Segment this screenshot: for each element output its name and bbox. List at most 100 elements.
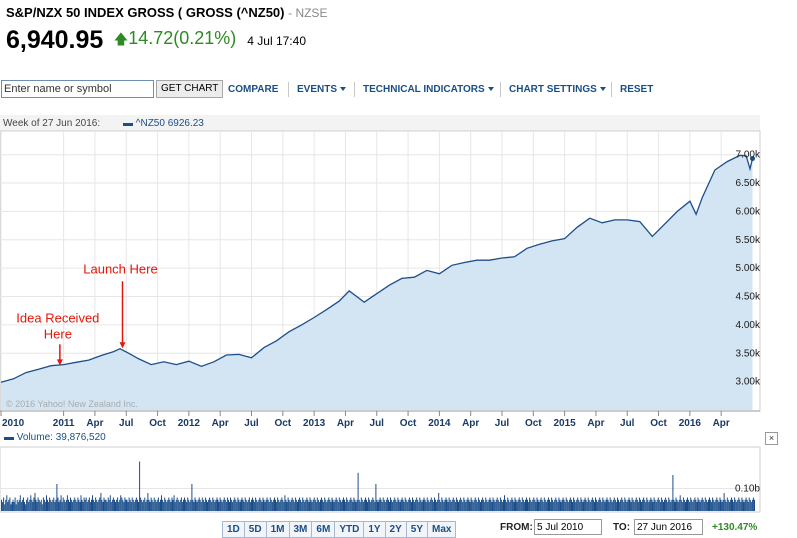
x-tick-label: Jul <box>119 418 134 429</box>
page-title: S&P/NZX 50 INDEX GROSS ( GROSS (^NZ50) -… <box>6 5 327 20</box>
x-axis: 2010 2011 Apr Jul Oct 2012 Apr Jul Oct 2013 Apr Jul… <box>0 411 730 429</box>
events-label: EVENTS <box>297 84 338 95</box>
range-button-1d[interactable]: 1D <box>222 521 245 538</box>
annotation-text: Idea Received <box>16 310 99 325</box>
x-tick-label: 2016 <box>679 418 702 429</box>
x-tick-label: Apr <box>86 418 103 429</box>
chevron-down-icon <box>487 87 494 92</box>
index-name: S&P/NZX 50 INDEX GROSS ( GROSS (^NZ50) <box>6 5 285 20</box>
x-tick-label: 2010 <box>2 418 25 429</box>
range-button-3m[interactable]: 3M <box>288 521 313 538</box>
x-tick-label: 2014 <box>428 418 451 429</box>
compare-link[interactable]: COMPARE <box>228 84 279 95</box>
x-tick-label: Jul <box>244 418 259 429</box>
week-label: Week of 27 Jun 2016: <box>3 118 101 129</box>
price-area <box>0 154 755 410</box>
chart-settings-menu[interactable]: CHART SETTINGS <box>509 84 606 95</box>
settings-label: CHART SETTINGS <box>509 84 597 95</box>
week-info: Week of 27 Jun 2016: ▬ ^NZ50 6926.23 <box>0 116 760 130</box>
x-tick-label: Apr <box>212 418 229 429</box>
copyright-text: © 2016 Yahoo! New Zealand Inc. <box>6 399 138 409</box>
chart-toolbar: GET CHART COMPARE EVENTS TECHNICAL INDIC… <box>0 78 797 102</box>
series-line <box>0 154 754 383</box>
change-percent: (0.21%) <box>173 28 237 48</box>
last-point-marker <box>749 156 755 162</box>
to-label: TO: <box>613 522 631 533</box>
annotation-arrowhead <box>56 359 63 366</box>
range-button-2y[interactable]: 2Y <box>384 521 407 538</box>
range-button-5y[interactable]: 5Y <box>405 521 429 538</box>
exchange-label: - NZSE <box>288 6 328 20</box>
range-button-1y[interactable]: 1Y <box>363 521 386 538</box>
x-tick-label: Jul <box>620 418 635 429</box>
series-value: ▬ ^NZ50 6926.23 <box>123 118 204 129</box>
range-button-max[interactable]: Max <box>427 521 457 538</box>
range-button-6m[interactable]: 6M <box>311 521 336 538</box>
x-tick-label: 2011 <box>53 418 75 429</box>
x-tick-label: 2012 <box>178 418 201 429</box>
chevron-down-icon <box>599 87 606 92</box>
from-label: FROM: <box>500 522 533 533</box>
quote-summary: 6,940.95 🡅14.72(0.21%) 4 Jul 17:40 <box>6 26 306 55</box>
y-tick-label: 5.00k <box>736 263 761 274</box>
volume-header: ▬ Volume: 39,876,520 <box>4 432 106 443</box>
x-tick-label: Oct <box>274 418 291 429</box>
toolbar-divider <box>611 82 612 97</box>
chevron-down-icon <box>340 87 347 92</box>
series-value-text: ^NZ50 6926.23 <box>135 118 204 129</box>
volume-icon: ▬ <box>4 432 14 443</box>
toolbar-divider <box>354 82 355 97</box>
range-button-1m[interactable]: 1M <box>265 521 290 538</box>
technical-label: TECHNICAL INDICATORS <box>363 84 485 95</box>
volume-bars: 0.10b <box>0 461 760 511</box>
x-tick-label: Apr <box>337 418 354 429</box>
range-button-ytd[interactable]: YTD <box>334 521 365 538</box>
x-tick-label: 2013 <box>303 418 326 429</box>
symbol-search-input[interactable] <box>1 80 154 98</box>
y-axis: 3.00k 3.50k 4.00k 4.50k 5.00k 5.50k 6.00k 6.50k… <box>736 150 761 388</box>
y-tick-label: 4.00k <box>736 320 761 331</box>
change-value: 14.72 <box>128 28 174 48</box>
current-price: 6,940.95 <box>6 26 104 54</box>
annotation-arrowhead <box>119 342 126 349</box>
x-tick-label: Apr <box>462 418 479 429</box>
area-fill <box>1 155 753 410</box>
up-arrow-icon: 🡅 <box>113 31 129 47</box>
y-tick-label: 4.50k <box>736 292 761 303</box>
y-tick-label: 6.00k <box>736 206 761 217</box>
y-tick-label: 6.50k <box>736 178 761 189</box>
volume-label: Volume: 39,876,520 <box>16 432 106 443</box>
x-tick-label: 2015 <box>553 418 576 429</box>
x-tick-label: Oct <box>525 418 542 429</box>
volume-tick-label: 0.10b <box>735 484 760 495</box>
reset-link[interactable]: RESET <box>620 84 654 95</box>
y-tick-label: 3.00k <box>736 377 761 388</box>
close-icon[interactable]: × <box>765 432 778 445</box>
get-chart-button[interactable]: GET CHART <box>156 80 224 98</box>
from-date-input[interactable] <box>534 519 602 535</box>
annotation-text: Launch Here <box>83 261 157 276</box>
toolbar-divider <box>288 82 289 97</box>
annotation-text: Here <box>44 326 72 341</box>
range-button-5d[interactable]: 5D <box>243 521 267 538</box>
y-tick-label: 5.50k <box>736 235 761 246</box>
price-change: 🡅14.72(0.21%) <box>114 28 242 48</box>
x-tick-label: Oct <box>149 418 166 429</box>
y-tick-label: 3.50k <box>736 348 761 359</box>
to-date-input[interactable] <box>634 519 703 535</box>
x-tick-label: Jul <box>495 418 510 429</box>
range-change-percent: +130.47% <box>712 522 758 533</box>
x-tick-label: Oct <box>650 418 667 429</box>
technical-indicators-menu[interactable]: TECHNICAL INDICATORS <box>363 84 494 95</box>
series-line-icon: ▬ <box>123 118 133 129</box>
x-tick-label: Jul <box>370 418 385 429</box>
range-selector: 1D 5D 1M 3M 6M YTD 1Y 2Y 5Y Max <box>222 519 457 538</box>
events-menu[interactable]: EVENTS <box>297 84 347 95</box>
x-tick-label: Apr <box>587 418 604 429</box>
quote-time: 4 Jul 17:40 <box>247 33 306 48</box>
y-tick-label: 7.00k <box>736 150 761 161</box>
x-tick-label: Apr <box>713 418 730 429</box>
x-tick-label: Oct <box>400 418 417 429</box>
